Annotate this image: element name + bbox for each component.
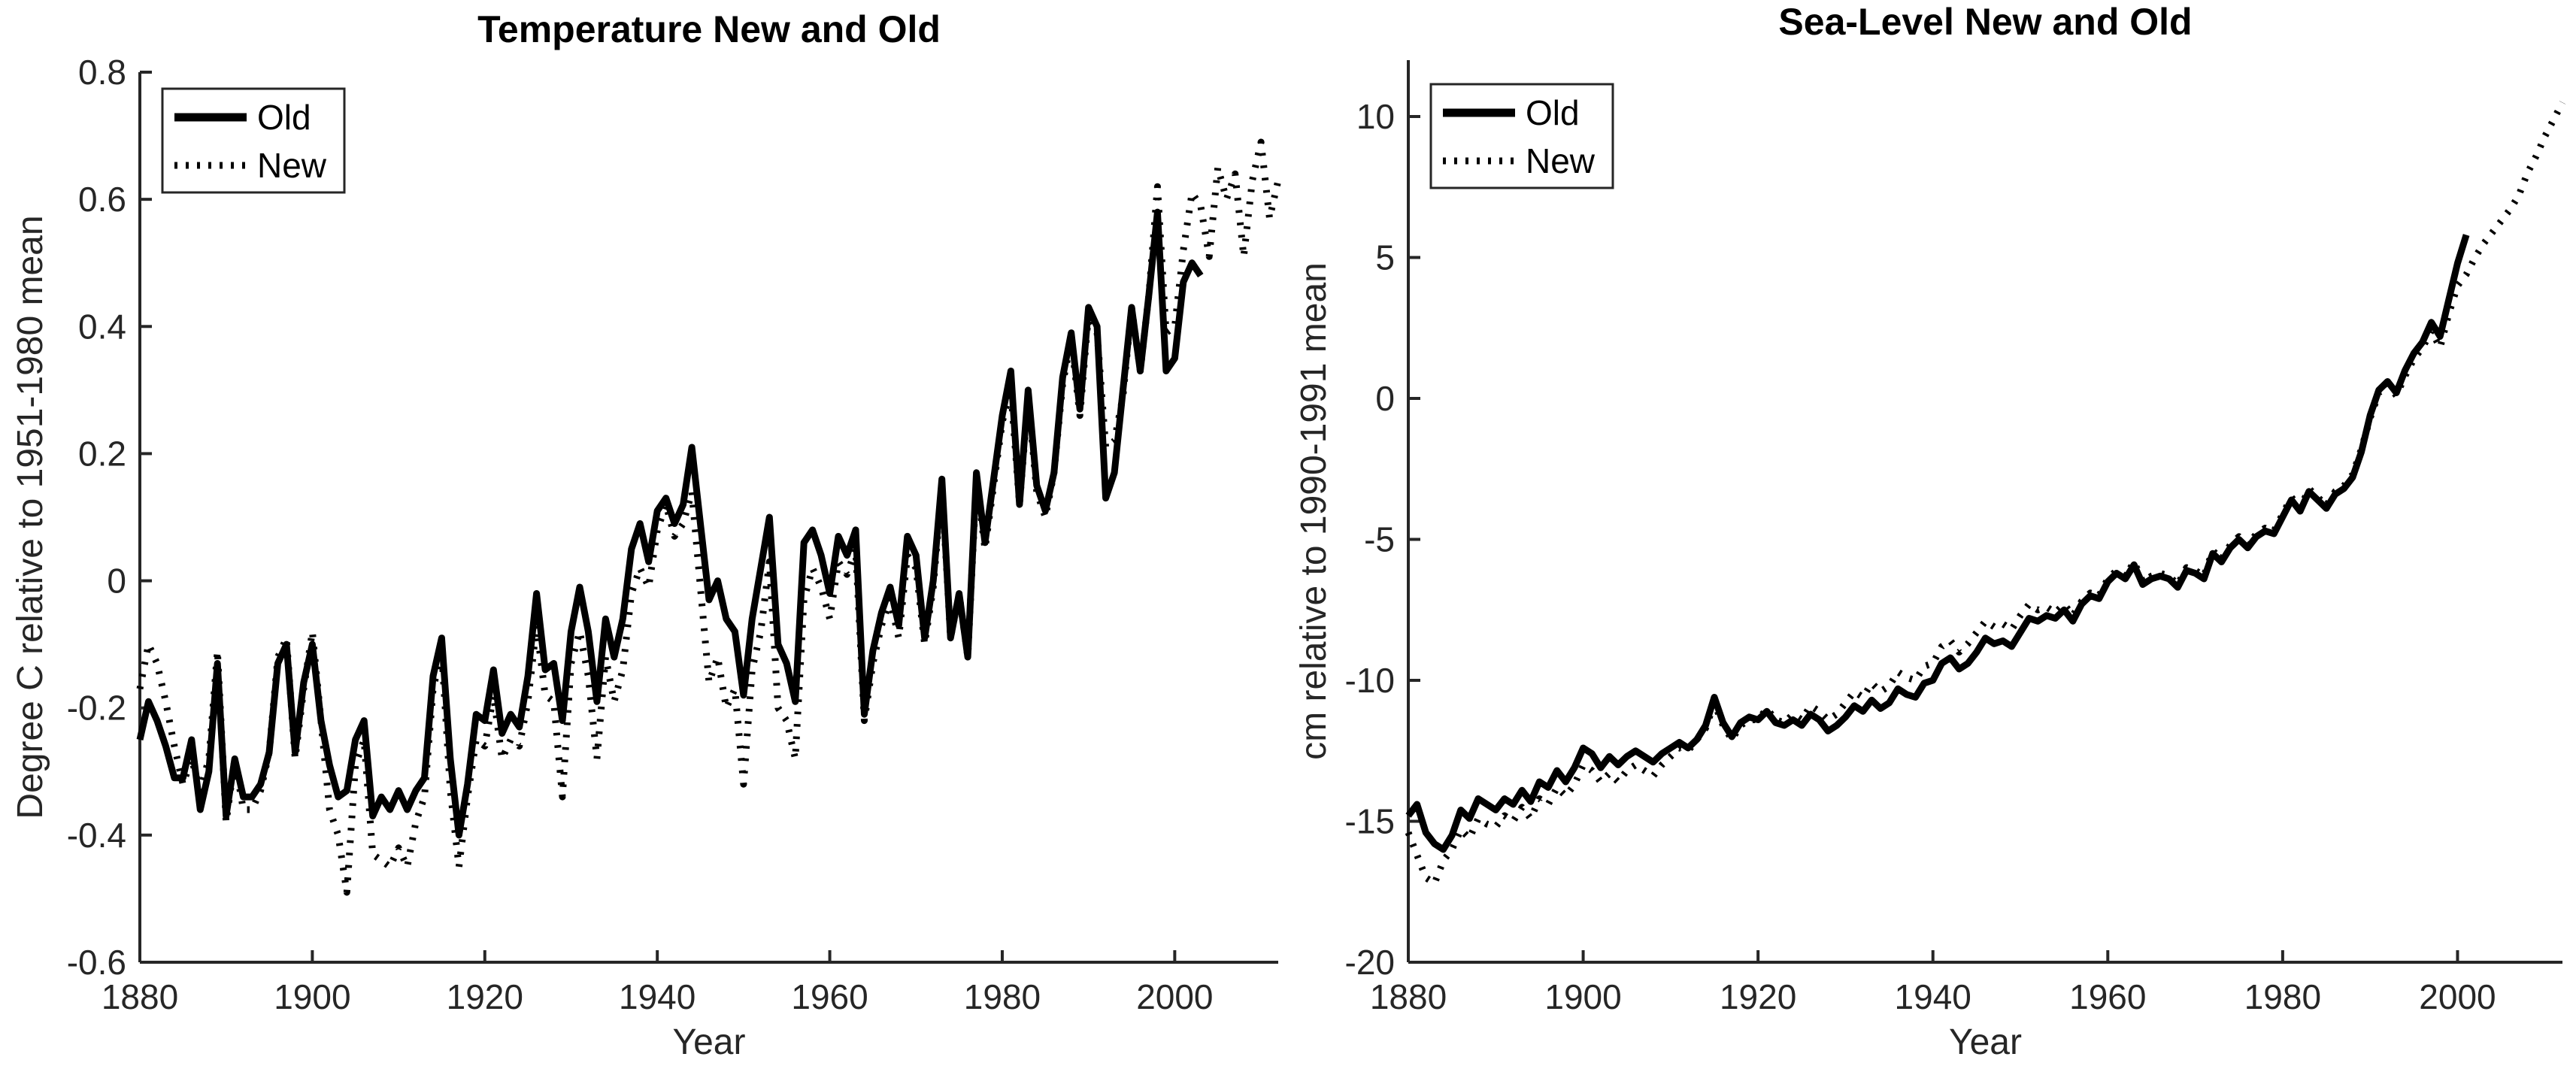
y-tick-label: 0.2 — [78, 434, 126, 473]
y-axis-label: Degree C relative to 1951-1980 mean — [11, 215, 50, 819]
x-tick-label: 1940 — [1895, 977, 1971, 1016]
y-tick-label: 0 — [107, 562, 126, 601]
x-tick-label: 2000 — [2419, 977, 2496, 1016]
x-axis-label: Year — [673, 1022, 746, 1062]
y-tick-label: -0.2 — [67, 689, 126, 728]
y-tick-label: -15 — [1345, 802, 1395, 841]
y-tick-label: -0.4 — [67, 816, 126, 855]
x-tick-label: 1940 — [619, 977, 696, 1016]
x-tick-label: 1980 — [2244, 977, 2321, 1016]
chart-canvas: 1880 1900 1920 1940 1960 1980 2000 -20 -15 -10 -5 0… — [1294, 1, 2565, 1062]
series-line-new — [1405, 101, 2565, 887]
chart-canvas: 1880 1900 1920 1940 1960 1980 2000 -0.6 -0.4 -0.2… — [11, 8, 1282, 1062]
x-tick-label: 1880 — [1370, 977, 1447, 1016]
x-tick-label: 2000 — [1136, 977, 1213, 1016]
y-axis-label: cm relative to 1990-1991 mean — [1294, 262, 1334, 760]
y-tick-label: 5 — [1375, 238, 1395, 277]
x-tick-label: 1980 — [964, 977, 1041, 1016]
y-tick-label: 0 — [1375, 379, 1395, 418]
legend: Old New — [1429, 83, 1614, 189]
y-tick-label: -10 — [1345, 661, 1395, 700]
y-tick-label: 0.4 — [78, 307, 126, 346]
plot-title: Sea-Level New and Old — [1778, 1, 2192, 43]
y-tick-label: -20 — [1345, 943, 1395, 982]
legend-label: Old — [257, 98, 311, 137]
legend-box — [1429, 83, 1614, 189]
x-axis-label: Year — [1949, 1022, 2022, 1062]
y-tick-label: 0.6 — [78, 180, 126, 219]
y-tick-label: 0.8 — [78, 53, 126, 92]
x-tick-label: 1900 — [274, 977, 350, 1016]
x-tick-label: 1960 — [2069, 977, 2146, 1016]
legend-box — [161, 87, 346, 194]
x-tick-label: 1920 — [447, 977, 523, 1016]
x-tick-label: 1900 — [1544, 977, 1621, 1016]
y-tick-label: 10 — [1356, 97, 1395, 136]
subplot-sea-level: 1880 1900 1920 1940 1960 1980 2000 -20 -15 -10 -5 0… — [1288, 0, 2576, 1078]
x-tick-label: 1880 — [102, 977, 178, 1016]
x-tick-label: 1920 — [1720, 977, 1796, 1016]
y-tick-label: -0.6 — [67, 943, 126, 982]
x-tick-label: 1960 — [791, 977, 868, 1016]
y-tick-label: -5 — [1364, 520, 1395, 559]
legend-label: New — [1526, 141, 1596, 180]
legend: Old New — [161, 87, 346, 194]
subplot-temperature: 1880 1900 1920 1940 1960 1980 2000 -0.6 -0.4 -0.2… — [11, 8, 1282, 1062]
legend-label: Old — [1526, 93, 1580, 132]
series-line-old — [136, 208, 1204, 839]
series-line-new — [136, 138, 1282, 896]
legend-label: New — [257, 146, 327, 185]
series-line-old — [1405, 234, 2470, 853]
plot-title: Temperature New and Old — [477, 8, 941, 50]
